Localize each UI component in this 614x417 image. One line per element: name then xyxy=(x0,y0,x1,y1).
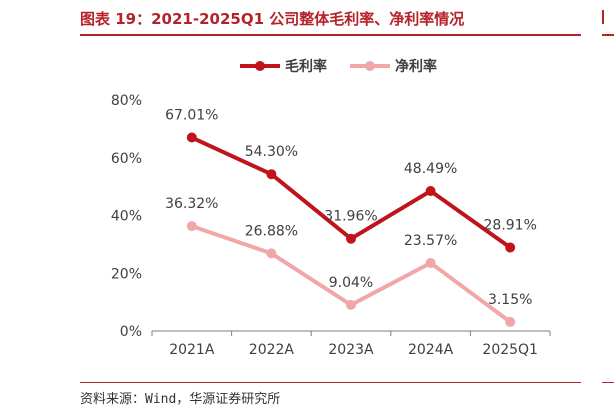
figure-title: 图表 19：2021-2025Q1 公司整体毛利率、净利率情况 xyxy=(80,10,465,28)
chart-legend: 毛利率 净利率 xyxy=(240,58,437,75)
y-tick-label: 40% xyxy=(111,209,142,225)
data-label: 67.01% xyxy=(165,108,218,124)
data-point xyxy=(346,299,356,310)
data-label: 26.88% xyxy=(245,223,298,239)
series-layer xyxy=(186,132,516,327)
x-tick-label: 2021A xyxy=(169,342,215,358)
x-tick-label: 2023A xyxy=(328,342,374,358)
data-point xyxy=(266,169,277,180)
data-label: 31.96% xyxy=(324,209,377,225)
y-tick-label: 60% xyxy=(111,151,142,167)
x-tick-label: 2024A xyxy=(408,342,454,358)
y-axis: 0% 20% 40% 60% 80% xyxy=(111,93,142,340)
title-divider xyxy=(80,34,581,36)
adjacent-title-divider xyxy=(602,34,614,36)
data-point xyxy=(505,316,516,327)
y-tick-label: 0% xyxy=(120,324,142,340)
data-point xyxy=(266,248,277,259)
line-chart: 毛利率 净利率 0%20%40%60%80% 2021A 2022A 2023A 202… xyxy=(111,58,551,358)
series-line-1 xyxy=(190,135,512,250)
x-axis: 2021A 2022A 2023A 2024A 2025Q1 xyxy=(151,330,551,358)
source-note: 资料来源：Wind，华源证券研究所 xyxy=(80,392,281,407)
data-point xyxy=(186,221,197,232)
data-label-layer: 67.01% 54.30% 31.96% 48.49% 28.91% 36.32% 26.8… xyxy=(165,108,537,308)
data-label: 28.91% xyxy=(484,218,537,234)
legend-marker xyxy=(365,61,375,71)
data-label: 9.04% xyxy=(329,275,373,291)
data-label: 54.30% xyxy=(245,144,298,160)
data-label: 23.57% xyxy=(404,233,457,249)
data-label: 48.49% xyxy=(404,161,457,177)
adjacent-figure-edge xyxy=(602,10,614,24)
legend-marker xyxy=(255,61,265,71)
adjacent-footer-divider xyxy=(602,382,614,383)
data-point xyxy=(505,242,516,253)
data-point xyxy=(346,233,356,244)
legend-label: 毛利率 xyxy=(285,58,327,75)
data-point xyxy=(425,185,436,196)
data-point xyxy=(186,132,197,143)
data-label: 3.15% xyxy=(488,292,532,308)
footer-divider xyxy=(80,382,581,383)
data-label: 36.32% xyxy=(165,196,218,212)
legend-label: 净利率 xyxy=(395,58,437,75)
x-tick-label: 2025Q1 xyxy=(482,342,538,358)
y-tick-label: 80% xyxy=(111,93,142,109)
x-tick-label: 2022A xyxy=(249,342,295,358)
y-tick-label: 20% xyxy=(111,266,142,282)
data-point xyxy=(425,257,436,268)
